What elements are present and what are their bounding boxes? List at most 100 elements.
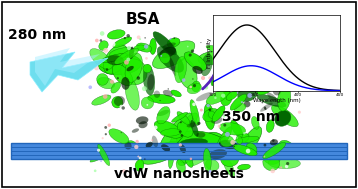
- Ellipse shape: [157, 110, 169, 116]
- Ellipse shape: [200, 132, 227, 156]
- Circle shape: [168, 88, 169, 90]
- Circle shape: [154, 125, 158, 129]
- Ellipse shape: [134, 45, 146, 51]
- Circle shape: [235, 141, 237, 143]
- Circle shape: [208, 76, 212, 80]
- Circle shape: [120, 105, 124, 109]
- Ellipse shape: [187, 122, 201, 127]
- Circle shape: [266, 62, 269, 66]
- Ellipse shape: [139, 121, 147, 128]
- Circle shape: [243, 132, 246, 134]
- Ellipse shape: [247, 69, 257, 82]
- Ellipse shape: [278, 86, 291, 111]
- Circle shape: [200, 108, 203, 112]
- Ellipse shape: [90, 49, 112, 69]
- Circle shape: [263, 144, 266, 146]
- Circle shape: [170, 38, 171, 40]
- Ellipse shape: [218, 54, 229, 60]
- Ellipse shape: [268, 158, 300, 169]
- Ellipse shape: [141, 97, 154, 109]
- Circle shape: [269, 55, 273, 59]
- Ellipse shape: [192, 81, 200, 92]
- Ellipse shape: [103, 45, 128, 74]
- Ellipse shape: [257, 50, 271, 60]
- Ellipse shape: [190, 100, 199, 125]
- Circle shape: [124, 37, 126, 39]
- Ellipse shape: [108, 143, 136, 157]
- Ellipse shape: [163, 43, 176, 49]
- Ellipse shape: [267, 92, 278, 102]
- Ellipse shape: [258, 60, 274, 81]
- Circle shape: [285, 165, 288, 168]
- X-axis label: Wavelength (nm): Wavelength (nm): [253, 98, 300, 103]
- Ellipse shape: [161, 144, 170, 152]
- Circle shape: [122, 169, 126, 173]
- Ellipse shape: [153, 41, 195, 69]
- Ellipse shape: [236, 136, 242, 144]
- Circle shape: [223, 124, 226, 127]
- Circle shape: [264, 100, 266, 101]
- Ellipse shape: [92, 95, 111, 105]
- Ellipse shape: [143, 64, 151, 73]
- Ellipse shape: [187, 83, 202, 94]
- Ellipse shape: [228, 40, 240, 49]
- Ellipse shape: [136, 116, 148, 124]
- Circle shape: [204, 85, 208, 90]
- Ellipse shape: [180, 149, 200, 163]
- Circle shape: [139, 156, 141, 159]
- Ellipse shape: [232, 77, 240, 84]
- Ellipse shape: [185, 155, 193, 167]
- Circle shape: [258, 40, 261, 43]
- Circle shape: [262, 121, 265, 123]
- Ellipse shape: [223, 156, 235, 177]
- Ellipse shape: [178, 59, 197, 89]
- Ellipse shape: [233, 145, 257, 156]
- Ellipse shape: [212, 78, 222, 89]
- Ellipse shape: [107, 30, 125, 39]
- Ellipse shape: [263, 155, 280, 171]
- Ellipse shape: [180, 139, 208, 147]
- Circle shape: [106, 68, 108, 71]
- Circle shape: [117, 77, 119, 79]
- Circle shape: [94, 66, 99, 70]
- Circle shape: [278, 29, 282, 33]
- Circle shape: [104, 126, 107, 129]
- Circle shape: [264, 108, 267, 110]
- Ellipse shape: [107, 55, 124, 65]
- Ellipse shape: [150, 38, 156, 54]
- Ellipse shape: [220, 136, 234, 147]
- Circle shape: [180, 121, 182, 123]
- Circle shape: [135, 140, 139, 143]
- Circle shape: [137, 156, 139, 157]
- Circle shape: [208, 108, 211, 111]
- Circle shape: [103, 48, 108, 53]
- Ellipse shape: [206, 45, 234, 57]
- Circle shape: [237, 92, 238, 94]
- Circle shape: [187, 46, 189, 47]
- Circle shape: [189, 86, 192, 88]
- Circle shape: [105, 133, 107, 135]
- Circle shape: [267, 46, 271, 50]
- Ellipse shape: [276, 54, 284, 71]
- Ellipse shape: [190, 120, 198, 136]
- Ellipse shape: [260, 102, 273, 112]
- Polygon shape: [35, 48, 100, 86]
- Circle shape: [234, 57, 236, 59]
- Circle shape: [189, 53, 192, 57]
- Circle shape: [100, 31, 105, 36]
- Circle shape: [286, 162, 289, 165]
- Ellipse shape: [125, 142, 132, 149]
- Circle shape: [261, 102, 263, 103]
- Ellipse shape: [208, 111, 217, 119]
- Ellipse shape: [257, 94, 286, 107]
- Ellipse shape: [98, 54, 141, 75]
- Ellipse shape: [206, 109, 225, 119]
- Circle shape: [211, 51, 212, 53]
- Circle shape: [207, 104, 210, 107]
- Ellipse shape: [266, 120, 274, 132]
- Ellipse shape: [241, 127, 262, 153]
- Ellipse shape: [132, 128, 139, 133]
- Circle shape: [145, 57, 148, 60]
- Ellipse shape: [231, 120, 242, 138]
- Circle shape: [134, 145, 139, 149]
